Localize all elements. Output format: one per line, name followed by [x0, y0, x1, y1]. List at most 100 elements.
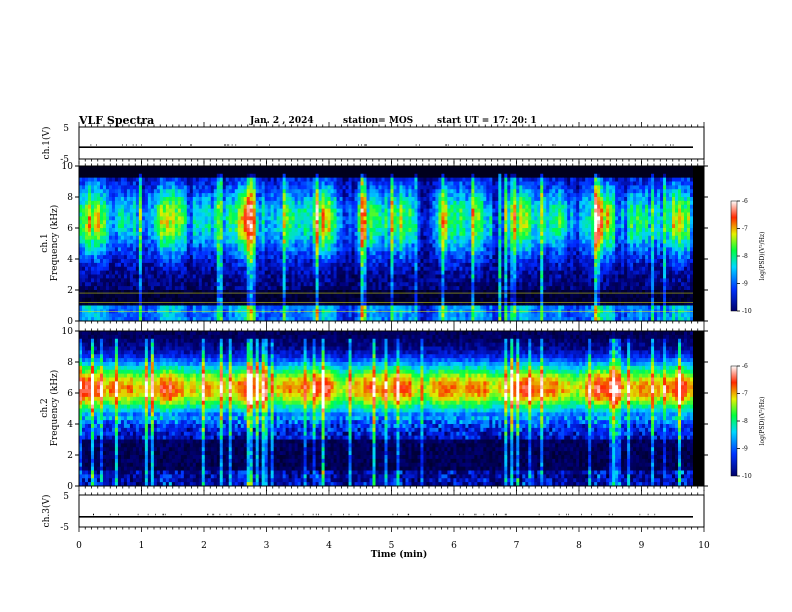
- spectrogram-cell: [231, 251, 236, 256]
- spectrogram-cell: [282, 200, 287, 206]
- spectrogram-cell: [330, 173, 334, 179]
- spectrogram-cell: [243, 274, 248, 279]
- spectrogram-cell: [279, 189, 284, 194]
- spectrogram-cell: [336, 231, 340, 237]
- spectrogram-cell: [345, 208, 349, 213]
- spectrogram-cell: [414, 286, 418, 291]
- spectrogram-cell: [174, 293, 179, 299]
- spectrogram-cell: [96, 197, 101, 202]
- spectrogram-cell: [177, 305, 182, 310]
- spectrogram-cell: [82, 255, 86, 260]
- spectrogram-cell: [216, 173, 221, 179]
- spectrogram-cell: [108, 193, 113, 198]
- spectrogram-cell: [234, 317, 239, 322]
- spectrogram-cell: [333, 200, 337, 206]
- spectrogram-cell: [159, 204, 164, 210]
- spectrogram-cell: [324, 297, 328, 303]
- spectrogram-cell: [393, 193, 397, 198]
- spectrogram-cell: [432, 173, 436, 179]
- spectrogram-cell: [351, 243, 355, 248]
- spectrogram-cell: [429, 177, 433, 182]
- spectrogram-cell: [79, 290, 83, 295]
- spectrogram-cell: [354, 286, 358, 291]
- spectrogram-cell: [318, 262, 323, 268]
- spectrogram-cell: [126, 204, 131, 210]
- spectrogram-cell: [297, 243, 302, 248]
- spectrogram-cell: [342, 189, 346, 194]
- spectrogram-cell: [82, 193, 86, 198]
- spectrogram-cell: [276, 290, 281, 295]
- spectrogram-cell: [267, 216, 272, 221]
- spectrogram-cell: [291, 274, 296, 279]
- spectrogram-cell: [381, 274, 385, 279]
- spectrogram-cell: [411, 259, 415, 264]
- spectrogram-cell: [312, 313, 317, 318]
- spectrogram-cell: [141, 266, 146, 272]
- spectrogram-cell: [234, 255, 239, 260]
- spectrogram-cell: [243, 293, 248, 299]
- spectrogram-cell: [291, 255, 296, 260]
- spectrogram-cell: [222, 317, 227, 322]
- spectrogram-cell: [432, 181, 436, 186]
- spectrogram-cell: [150, 278, 155, 283]
- spectrogram-cell: [189, 185, 194, 190]
- spectrogram-cell: [183, 235, 188, 241]
- spectrogram-cell: [378, 251, 382, 256]
- spectrogram-cell: [249, 305, 254, 310]
- spectrogram-cell: [342, 231, 346, 237]
- spectrogram-cell: [99, 278, 104, 283]
- spectrogram-cell: [369, 204, 373, 210]
- spectrogram-cell: [270, 212, 275, 217]
- spectrogram-cell: [174, 301, 179, 306]
- spectrogram-cell: [279, 239, 284, 244]
- spectrogram-cell: [141, 197, 146, 202]
- spectrogram-cell: [294, 251, 299, 256]
- spectrogram-cell: [324, 177, 328, 182]
- spectrogram-cell: [93, 255, 98, 260]
- spectrogram-cell: [360, 247, 364, 252]
- spectrogram-cell: [363, 243, 367, 248]
- spectrogram-cell: [423, 317, 427, 322]
- spectrogram-cell: [234, 228, 239, 233]
- spectrogram-cell: [363, 220, 367, 225]
- spectrogram-cell: [270, 166, 275, 171]
- spectrogram-cell: [150, 228, 155, 233]
- spectrogram-cell: [378, 220, 382, 225]
- spectrogram-cell: [372, 243, 376, 248]
- spectrogram-cell: [117, 247, 122, 252]
- spectrogram-cell: [435, 293, 439, 299]
- spectrogram-cell: [345, 270, 349, 275]
- spectrogram-cell: [174, 166, 179, 171]
- spectrogram-cell: [279, 208, 284, 213]
- spectrogram-cell: [417, 228, 421, 233]
- spectrogram-cell: [123, 200, 128, 206]
- spectrogram-cell: [159, 220, 164, 225]
- spectrogram-cell: [345, 173, 349, 179]
- spectrogram-cell: [285, 317, 290, 322]
- spectrogram-cell: [306, 231, 311, 237]
- spectrogram-cell: [435, 224, 439, 229]
- spectrogram-cell: [96, 212, 101, 217]
- spectrogram-cell: [435, 216, 439, 221]
- spectrogram-cell: [339, 173, 343, 179]
- spectrogram-cell: [267, 193, 272, 198]
- spectrogram-cell: [177, 181, 182, 186]
- spectrogram-cell: [213, 185, 218, 190]
- spectrogram-cell: [213, 251, 218, 256]
- spectrogram-cell: [366, 228, 370, 233]
- spectrogram-cell: [258, 270, 263, 275]
- spectrogram-cell: [162, 286, 167, 291]
- spectrogram-cell: [213, 255, 218, 260]
- spectrogram-cell: [90, 193, 95, 198]
- spectrogram-cell: [93, 251, 98, 256]
- spectrogram-cell: [135, 185, 140, 190]
- spectrogram-cell: [129, 204, 134, 210]
- spectrogram-cell: [114, 278, 119, 283]
- spectrogram-cell: [399, 189, 403, 194]
- spectrogram-cell: [198, 317, 203, 322]
- spectrogram-cell: [411, 193, 415, 198]
- spectrogram-cell: [171, 166, 176, 171]
- spectrogram-cell: [384, 193, 388, 198]
- spectrogram-cell: [369, 290, 373, 295]
- spectrogram-cell: [405, 317, 409, 322]
